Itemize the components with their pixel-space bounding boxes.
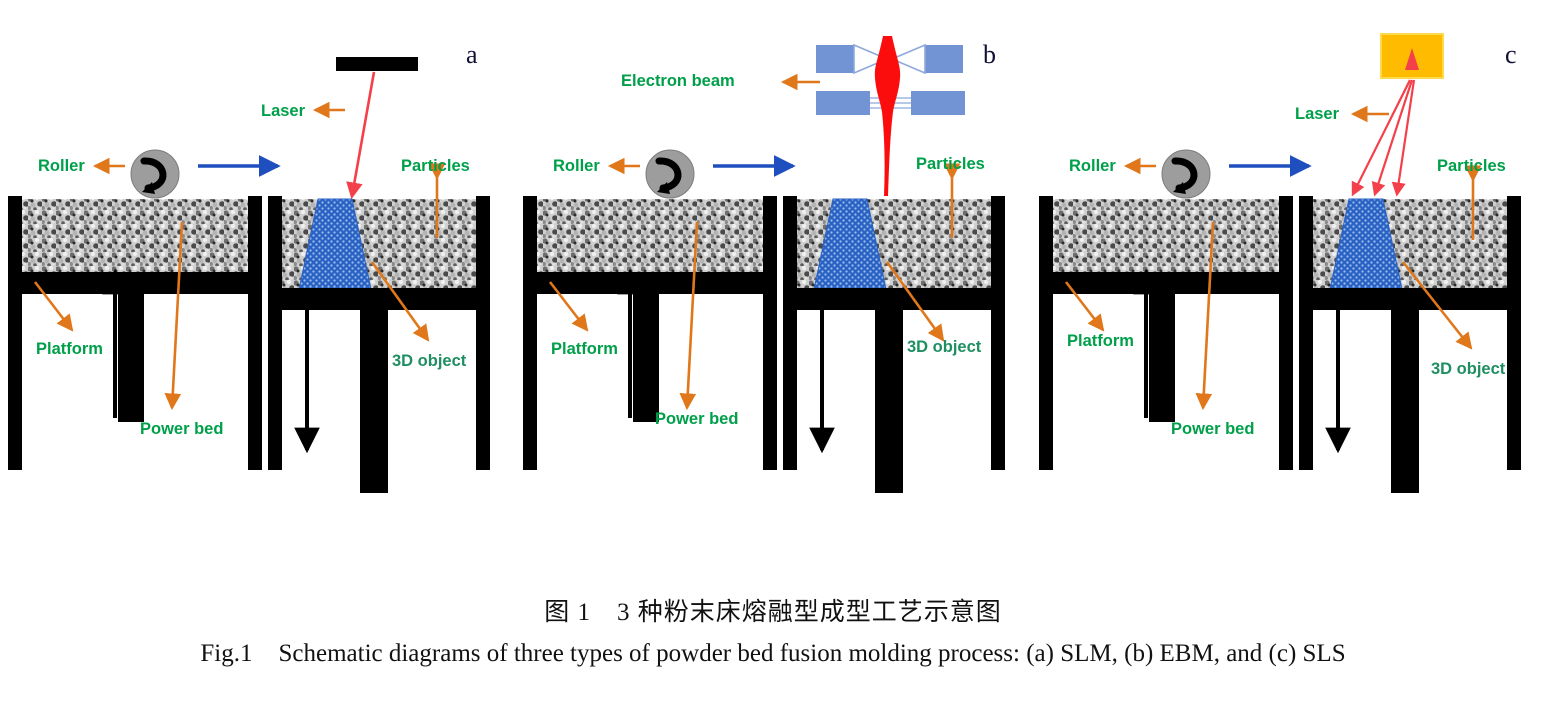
gun-upper-left-block [816,45,854,73]
gun-upper-left-cone [853,43,890,75]
label-roller-c: Roller [1069,157,1116,175]
roller-rotation-arrow [655,157,682,192]
panel-letter-c: c [1505,40,1517,69]
label-particles-a: Particles [401,157,470,175]
left-wall-outer [8,196,22,470]
roller-body [1161,149,1211,199]
panel-slm: a Laser Roller Particles Platform Power … [0,0,515,520]
caption-chinese-number: 图 1 [544,599,591,626]
gun-upper-right-cone [889,43,926,75]
panel-sls: c Laser Roller Particles Platform Power … [1031,0,1546,520]
label-platform-b: Platform [551,340,618,358]
powderbed-callout-line [1195,221,1215,411]
caption-english-number: Fig.1 [200,640,253,667]
label-powderbed-b: Power bed [655,410,739,428]
powder-bed-left [1053,199,1293,279]
label-powderbed-c: Power bed [1171,420,1255,438]
laser-ray-apex [1405,48,1419,70]
left-wall-outer [1039,196,1053,470]
panel-slm-drawing [8,57,490,493]
roller-arrow-head [657,182,670,194]
platform-callout-line [33,281,74,332]
roller-arrow-head [142,182,155,194]
panel-sls-drawing [1039,33,1521,493]
label-platform-a: Platform [36,340,103,358]
caption-english-text: Schematic diagrams of three types of pow… [278,640,1346,667]
label-powderbed-a: Power bed [140,420,224,438]
caption-english: Fig.1 Schematic diagrams of three types o… [0,640,1546,668]
label-laser-c: Laser [1295,105,1340,123]
right-piston-stem [360,288,388,493]
powderbed-callout-line [679,221,699,411]
left-wall-outer [523,196,537,470]
gun-upper-right-block [925,45,963,73]
laser-ray-right [1391,79,1416,197]
label-particles-b: Particles [916,155,985,173]
right-wall-outer [783,196,797,470]
right-wall-inner [476,196,490,470]
right-piston-stem [1391,288,1419,493]
label-laser-a: Laser [261,102,306,120]
left-piston-stem [1149,272,1175,422]
laser-ray-left [1351,79,1411,197]
label-particles-c: Particles [1437,157,1506,175]
roller-rotation-arrow [1171,157,1198,192]
electron-beam [874,36,901,196]
powderbed-callout-line [164,221,184,411]
roller-arrow-head [1173,182,1186,194]
panel-ebm-drawing [523,36,1005,493]
platform-callout-line [548,281,589,332]
label-roller-a: Roller [38,157,85,175]
laser-ray-center [1371,79,1414,197]
gun-lower-right-block [911,91,965,115]
laser-beam-ray [346,71,376,200]
object-callout-line [1401,261,1473,350]
caption-chinese: 图 1 3 种粉末床熔融型成型工艺示意图 [0,592,1546,628]
label-platform-c: Platform [1067,332,1134,350]
gun-lower-left-block [816,91,870,115]
left-wall-inner [1279,196,1293,470]
panel-ebm: b Electron beam Roller Particles Platfor… [515,0,1030,520]
right-wall-inner [1507,196,1521,470]
left-wall-inner [763,196,777,470]
right-wall-outer [268,196,282,470]
panel-letter-b: b [983,40,996,69]
left-wall-inner [248,196,262,470]
powder-bed-left [22,199,262,279]
panel-letter-a: a [466,40,478,69]
platform-callout-line [1064,281,1105,332]
right-wall-outer [1299,196,1313,470]
label-electronbeam-b: Electron beam [621,72,735,90]
caption-chinese-text: 3 种粉末床熔融型成型工艺示意图 [617,599,1002,626]
roller-body [645,149,695,199]
label-object-c: 3D object [1431,360,1506,378]
object-callout-line [885,261,945,342]
right-wall-inner [991,196,1005,470]
powder-bed-left [537,199,777,279]
object-callout-line [370,261,430,342]
roller-rotation-arrow [140,157,167,192]
label-object-b: 3D object [907,338,982,356]
roller-body [130,149,180,199]
laser-source-bar [336,57,418,71]
left-piston-stem [633,272,659,422]
left-piston-stem [118,272,144,422]
label-roller-b: Roller [553,157,600,175]
right-piston-stem [875,288,903,493]
label-object-a: 3D object [392,352,467,370]
